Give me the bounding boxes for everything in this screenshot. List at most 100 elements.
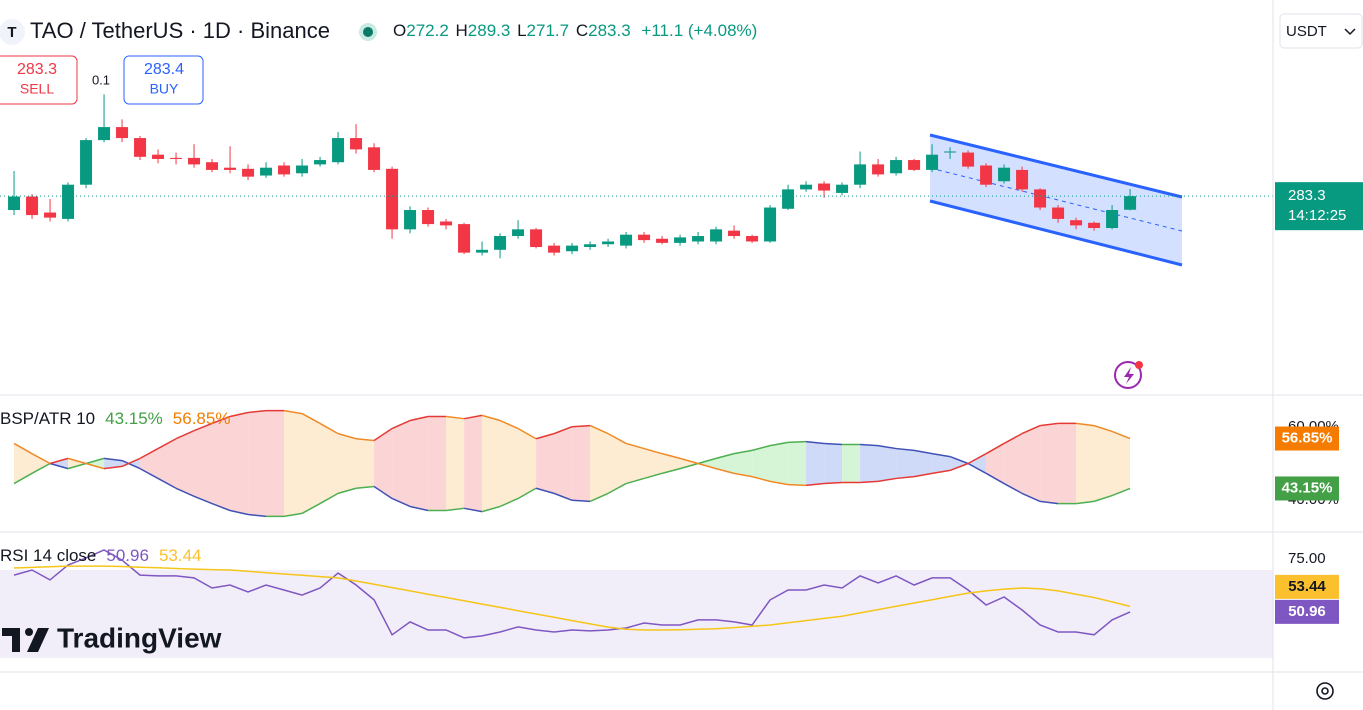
candle-body <box>458 224 471 253</box>
flash-bolt <box>1124 367 1134 384</box>
bsp-fill <box>482 415 501 512</box>
flash-icon[interactable] <box>1114 361 1143 389</box>
candle-body <box>710 229 723 242</box>
bsp-fill <box>86 458 105 469</box>
indicator-line-segment <box>193 422 213 432</box>
bsp-fill <box>1058 423 1077 504</box>
bsp-fill <box>824 443 843 484</box>
indicator-line-segment <box>175 487 195 497</box>
bsp-fill <box>842 444 861 483</box>
currency-selector[interactable]: USDT <box>1279 13 1363 49</box>
indicator-line-segment <box>373 427 393 442</box>
indicator-line-segment <box>139 467 159 480</box>
candle-body <box>944 151 957 153</box>
indicator-line-segment <box>13 472 33 485</box>
bsp-fill <box>302 413 321 514</box>
open-value: 272.2 <box>406 21 449 40</box>
indicator-line-segment <box>949 462 969 472</box>
flash-dot <box>1135 361 1143 369</box>
indicator-line-segment <box>715 452 735 460</box>
indicator-line-segment <box>877 477 897 483</box>
indicator-line-segment <box>769 441 789 447</box>
bsp-fill <box>572 425 591 502</box>
indicator-line-segment <box>679 457 699 465</box>
symbol-logo-letter: T <box>7 24 16 41</box>
bsp-fill <box>806 441 825 486</box>
indicator-line-segment <box>697 457 717 465</box>
brand-name: TradingView <box>57 622 222 653</box>
indicator-line-segment <box>607 432 627 445</box>
symbol-title: TAO / TetherUS · 1D · Binance <box>30 18 330 43</box>
indicator-line-segment <box>1093 494 1113 503</box>
indicator-line-segment <box>931 452 951 458</box>
value-box-label: 53.44 <box>1288 578 1326 595</box>
indicator-line-segment <box>1003 482 1023 495</box>
legend-value: 50.96 <box>106 546 149 565</box>
candle-body <box>584 244 597 248</box>
indicator-line-segment <box>949 455 969 465</box>
bsp-fill <box>986 443 1005 484</box>
candle-body <box>404 210 417 230</box>
indicator-line-segment <box>643 447 663 455</box>
symbol-logo <box>0 19 25 45</box>
indicator-line-segment <box>31 462 51 474</box>
bsp-fill <box>932 453 951 474</box>
buy-button[interactable]: 283.4 BUY <box>123 55 204 105</box>
candle-body <box>296 165 309 174</box>
candle-body <box>836 184 849 193</box>
indicator-line-segment <box>860 443 879 447</box>
candle-body <box>206 162 219 170</box>
bsp-fill <box>788 441 807 486</box>
candle-body <box>890 160 903 174</box>
last-price-label: 283.3 <box>1288 187 1326 204</box>
ohlc-legend: O272.2 H289.3 L271.7 C283.3 +11.1 (+4.08… <box>393 21 757 40</box>
sell-box <box>0 55 78 105</box>
indicator-line-segment <box>283 409 303 415</box>
indicator-line-segment <box>409 415 429 422</box>
low-value: 271.7 <box>527 21 570 40</box>
indicator-line-segment <box>751 444 771 452</box>
indicator-line-segment <box>211 415 231 425</box>
indicator-line-segment <box>121 457 141 468</box>
indicator-line-segment <box>157 477 177 489</box>
candle-body <box>908 160 921 170</box>
indicator-line-segment <box>589 424 609 435</box>
indicator-line-segment <box>391 497 411 508</box>
close-value: 283.3 <box>588 21 631 40</box>
indicator-line-segment <box>463 507 483 513</box>
indicator-line-segment <box>517 427 537 440</box>
candle-body <box>1016 169 1029 190</box>
logo-part <box>2 628 20 652</box>
indicator-line-segment <box>913 449 933 455</box>
bsp-fill <box>698 458 717 469</box>
indicator-line-segment <box>985 472 1005 485</box>
indicator-line-segment <box>769 480 789 486</box>
value-box-label: 50.96 <box>1288 603 1326 620</box>
bsp-fill <box>428 416 447 511</box>
indicator-line-segment <box>572 499 591 503</box>
indicator-line-segment <box>985 442 1005 455</box>
y-tick-label: 75.00 <box>1288 550 1326 567</box>
indicator-line-segment <box>967 462 987 474</box>
sell-button[interactable]: 283.3 SELL <box>0 55 78 105</box>
indicator-line-segment <box>661 467 681 475</box>
bsp-fill <box>662 453 681 474</box>
indicator-line-segment <box>319 492 339 505</box>
channel-middle <box>929 167 1183 232</box>
indicator-fills <box>0 410 1273 658</box>
bsp-fill <box>104 458 123 469</box>
indicator-line-segment <box>103 457 123 462</box>
bsp-fill <box>1094 425 1113 502</box>
indicator-line-segment <box>824 442 843 446</box>
pane-title: BSP/ATR 10 <box>0 409 95 428</box>
buy-label: BUY <box>150 81 179 97</box>
indicator-line-segment <box>1111 430 1131 440</box>
parallel-channel[interactable] <box>929 133 1183 267</box>
indicator-line-segment <box>679 462 699 470</box>
indicator-line-segment <box>301 502 321 515</box>
settings-icon[interactable] <box>1316 682 1334 700</box>
indicator-line-segment <box>535 487 555 495</box>
candle-body <box>674 237 687 243</box>
